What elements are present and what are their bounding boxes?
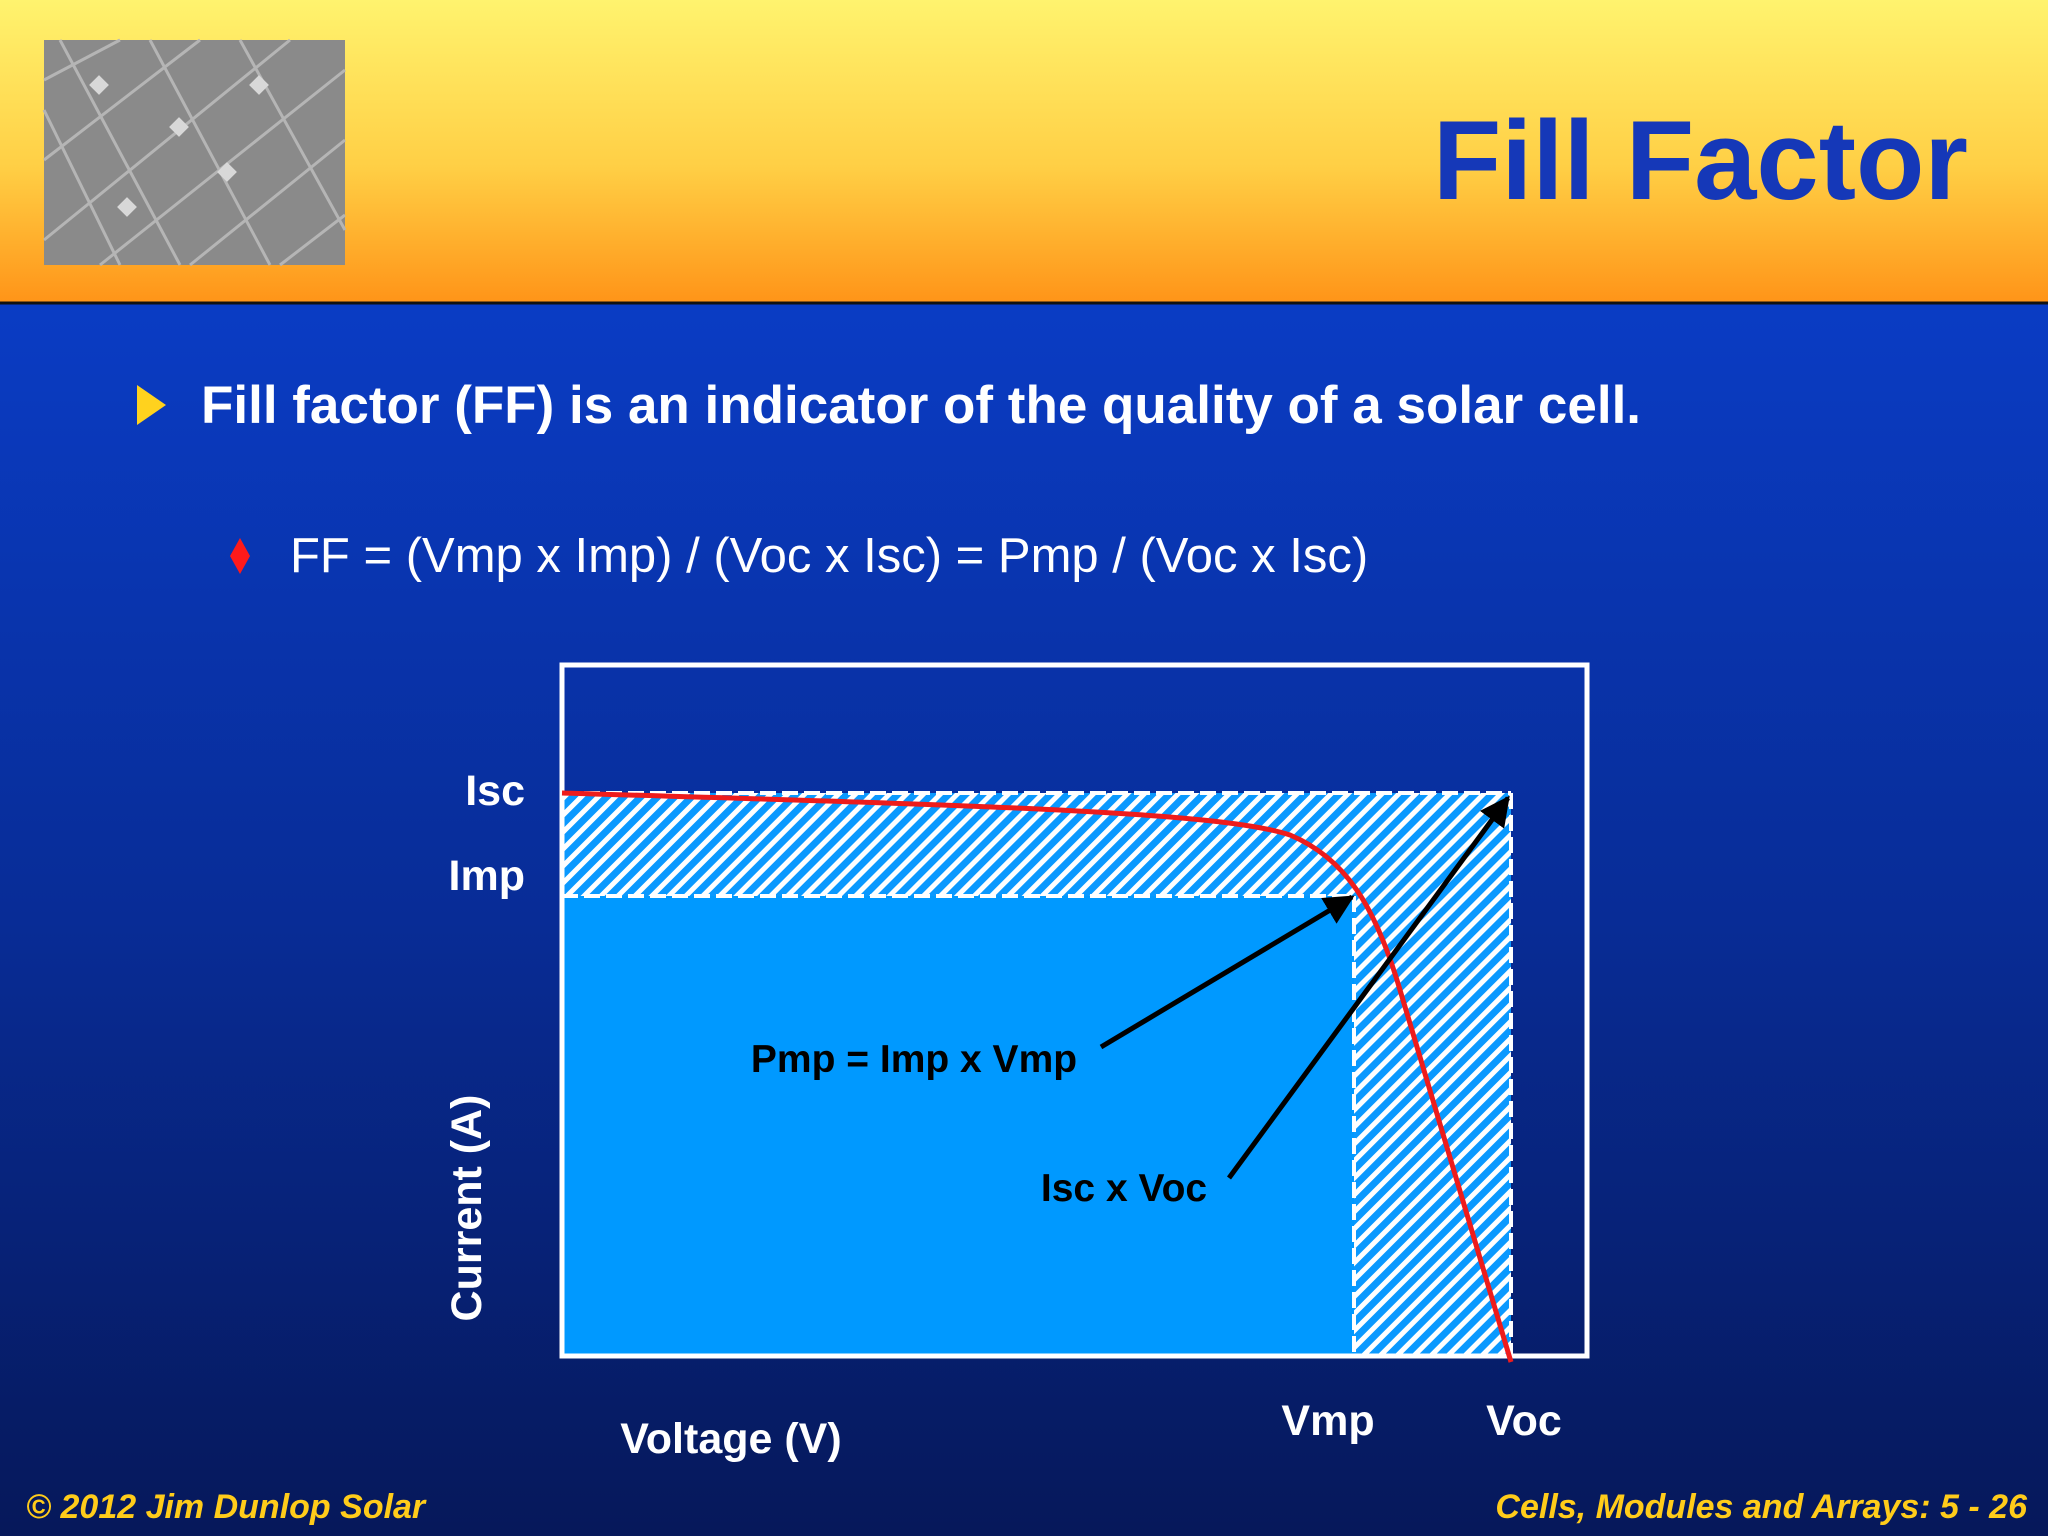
isc-voc-label: Isc x Voc <box>1041 1167 1207 1210</box>
thumbnail <box>42 38 347 267</box>
arrow-isc-voc <box>1226 795 1511 1180</box>
imp-tick-label: Imp <box>449 852 525 900</box>
slide-title: Fill Factor <box>1433 98 1968 223</box>
footer-left: © 2012 Jim Dunlop Solar <box>26 1488 427 1526</box>
y-axis-label: Current (A) <box>443 1095 491 1322</box>
voc-tick-label: Voc <box>1486 1397 1562 1445</box>
sub-bullet-text: FF = (Vmp x Imp) / (Voc x Isc) = Pmp / (… <box>290 529 1368 583</box>
iv-curve <box>561 790 1514 1363</box>
bullet-icon <box>137 385 166 425</box>
dashed-guides <box>562 791 1513 1356</box>
pmp-label: Pmp = Imp x Vmp <box>751 1038 1077 1081</box>
plot-frame <box>559 662 1590 1359</box>
arrow-pmp <box>1099 894 1355 1050</box>
x-axis-label: Voltage (V) <box>620 1415 841 1463</box>
sub-bullet-icon <box>230 538 250 574</box>
footer-right: Cells, Modules and Arrays: 5 - 26 <box>1495 1488 2028 1526</box>
vmp-tick-label: Vmp <box>1281 1397 1374 1445</box>
isc-tick-label: Isc <box>465 767 525 815</box>
iv-diagram: Pmp = Imp x Vmp Isc x Voc Isc Imp Curren… <box>443 662 1590 1463</box>
bullet-text: Fill factor (FF) is an indicator of the … <box>201 376 1641 435</box>
